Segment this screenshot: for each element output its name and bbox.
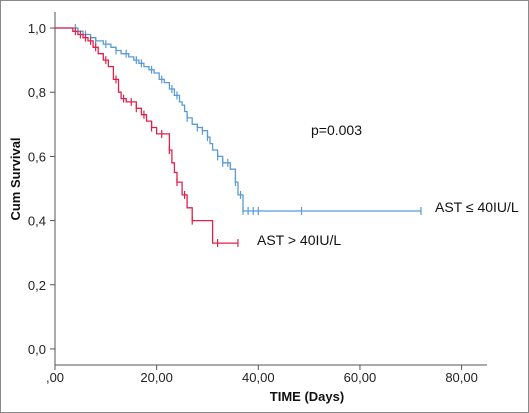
y-tick-label: 0,2 [28, 278, 46, 293]
plot-axes [54, 12, 487, 366]
x-axis-title: TIME (Days) [270, 389, 344, 404]
x-tick-label: 20,00 [140, 370, 173, 385]
survival-curve-ast-high [55, 27, 238, 244]
x-tick-label: 60,00 [344, 370, 377, 385]
axis-ticks: 0,0 0,2 0,4 0,6 0,8 1,0 ,00 20,00 40,00 60,00 80,0… [28, 21, 478, 385]
series-layer [55, 27, 421, 244]
x-tick-label: ,00 [46, 370, 64, 385]
censor-marks [74, 24, 422, 248]
y-tick-label: 0,0 [28, 342, 46, 357]
p-value-annotation: p=0.003 [311, 122, 362, 138]
y-tick-label: 0,4 [28, 214, 46, 229]
series-label-ast-high: AST > 40IU/L [257, 232, 341, 248]
x-tick-label: 40,00 [242, 370, 275, 385]
x-tick-label: 80,00 [445, 370, 478, 385]
y-tick-label: 0,8 [28, 85, 46, 100]
survival-curve-ast-low [55, 27, 421, 212]
y-tick-label: 0,6 [28, 149, 46, 164]
y-tick-label: 1,0 [28, 21, 46, 36]
y-axis-title: Cum Survival [8, 137, 23, 220]
series-label-ast-low: AST ≤ 40IU/L [435, 199, 519, 215]
